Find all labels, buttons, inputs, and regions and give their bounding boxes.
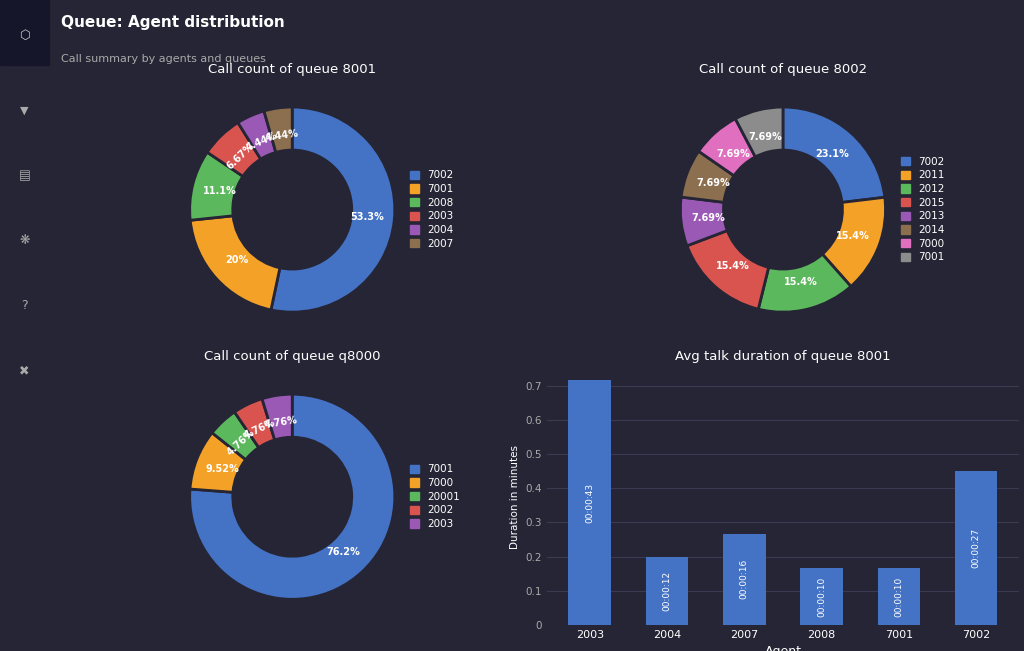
- Text: ?: ?: [22, 299, 28, 312]
- Text: ⬡: ⬡: [19, 29, 30, 42]
- Bar: [723, 534, 766, 625]
- Text: 11.1%: 11.1%: [203, 186, 237, 197]
- Text: 4.76%: 4.76%: [225, 426, 257, 457]
- Text: 4.76%: 4.76%: [263, 415, 299, 430]
- Title: Call count of queue 8002: Call count of queue 8002: [699, 63, 867, 76]
- Wedge shape: [735, 107, 783, 157]
- Text: 23.1%: 23.1%: [816, 148, 850, 159]
- Wedge shape: [234, 399, 274, 448]
- Text: Queue: Agent distribution: Queue: Agent distribution: [60, 15, 285, 31]
- Wedge shape: [189, 395, 395, 600]
- Text: 00:00:12: 00:00:12: [663, 571, 672, 611]
- Bar: [0, 0, 49, 65]
- Wedge shape: [783, 107, 885, 202]
- X-axis label: Agent: Agent: [765, 645, 802, 651]
- Wedge shape: [190, 433, 246, 492]
- Wedge shape: [262, 395, 292, 440]
- Text: ✖: ✖: [19, 365, 30, 378]
- Bar: [568, 380, 611, 625]
- Text: 15.4%: 15.4%: [784, 277, 818, 287]
- Title: Avg talk duration of queue 8001: Avg talk duration of queue 8001: [675, 350, 891, 363]
- Wedge shape: [207, 122, 261, 176]
- Text: 6.67%: 6.67%: [224, 141, 256, 171]
- Text: 00:00:10: 00:00:10: [817, 576, 826, 616]
- Text: 15.4%: 15.4%: [717, 260, 751, 271]
- Text: 4.76%: 4.76%: [243, 417, 278, 441]
- Wedge shape: [680, 197, 727, 246]
- Title: Call count of queue 8001: Call count of queue 8001: [208, 63, 376, 76]
- Text: ▤: ▤: [18, 169, 31, 182]
- Text: ▼: ▼: [20, 105, 29, 116]
- Text: ❋: ❋: [19, 234, 30, 247]
- Wedge shape: [822, 197, 886, 286]
- Text: Call summary by agents and queues: Call summary by agents and queues: [60, 53, 265, 64]
- Title: Call count of queue q8000: Call count of queue q8000: [204, 350, 381, 363]
- Bar: [801, 568, 843, 625]
- Legend: 7002, 7001, 2008, 2003, 2004, 2007: 7002, 7001, 2008, 2003, 2004, 2007: [408, 169, 456, 251]
- Text: 76.2%: 76.2%: [327, 547, 360, 557]
- Text: 4.44%: 4.44%: [245, 130, 280, 152]
- Text: 00:00:10: 00:00:10: [894, 576, 903, 616]
- Text: 7.69%: 7.69%: [692, 214, 725, 223]
- Wedge shape: [212, 412, 259, 460]
- Wedge shape: [759, 254, 851, 312]
- Text: 00:00:43: 00:00:43: [586, 482, 594, 523]
- Text: 00:00:27: 00:00:27: [972, 528, 981, 568]
- Text: 53.3%: 53.3%: [350, 212, 384, 223]
- Bar: [878, 568, 921, 625]
- Legend: 7001, 7000, 20001, 2002, 2003: 7001, 7000, 20001, 2002, 2003: [408, 462, 462, 531]
- Text: 7.69%: 7.69%: [717, 148, 751, 158]
- Bar: [955, 471, 997, 625]
- Wedge shape: [190, 215, 280, 310]
- Bar: [646, 557, 688, 625]
- Text: 15.4%: 15.4%: [836, 231, 869, 241]
- Legend: 7002, 2011, 2012, 2015, 2013, 2014, 7000, 7001: 7002, 2011, 2012, 2015, 2013, 2014, 7000…: [898, 155, 946, 264]
- Text: 00:00:16: 00:00:16: [739, 559, 749, 600]
- Wedge shape: [238, 111, 275, 159]
- Wedge shape: [687, 230, 769, 309]
- Wedge shape: [264, 107, 292, 152]
- Text: 7.69%: 7.69%: [749, 132, 782, 142]
- Wedge shape: [698, 118, 756, 176]
- Text: 20%: 20%: [225, 255, 248, 265]
- Wedge shape: [681, 151, 734, 202]
- Text: 7.69%: 7.69%: [696, 178, 730, 188]
- Text: 4.44%: 4.44%: [264, 128, 299, 143]
- Text: 9.52%: 9.52%: [206, 464, 240, 475]
- Wedge shape: [189, 152, 243, 220]
- Y-axis label: Duration in minutes: Duration in minutes: [510, 445, 520, 549]
- Wedge shape: [271, 107, 395, 312]
